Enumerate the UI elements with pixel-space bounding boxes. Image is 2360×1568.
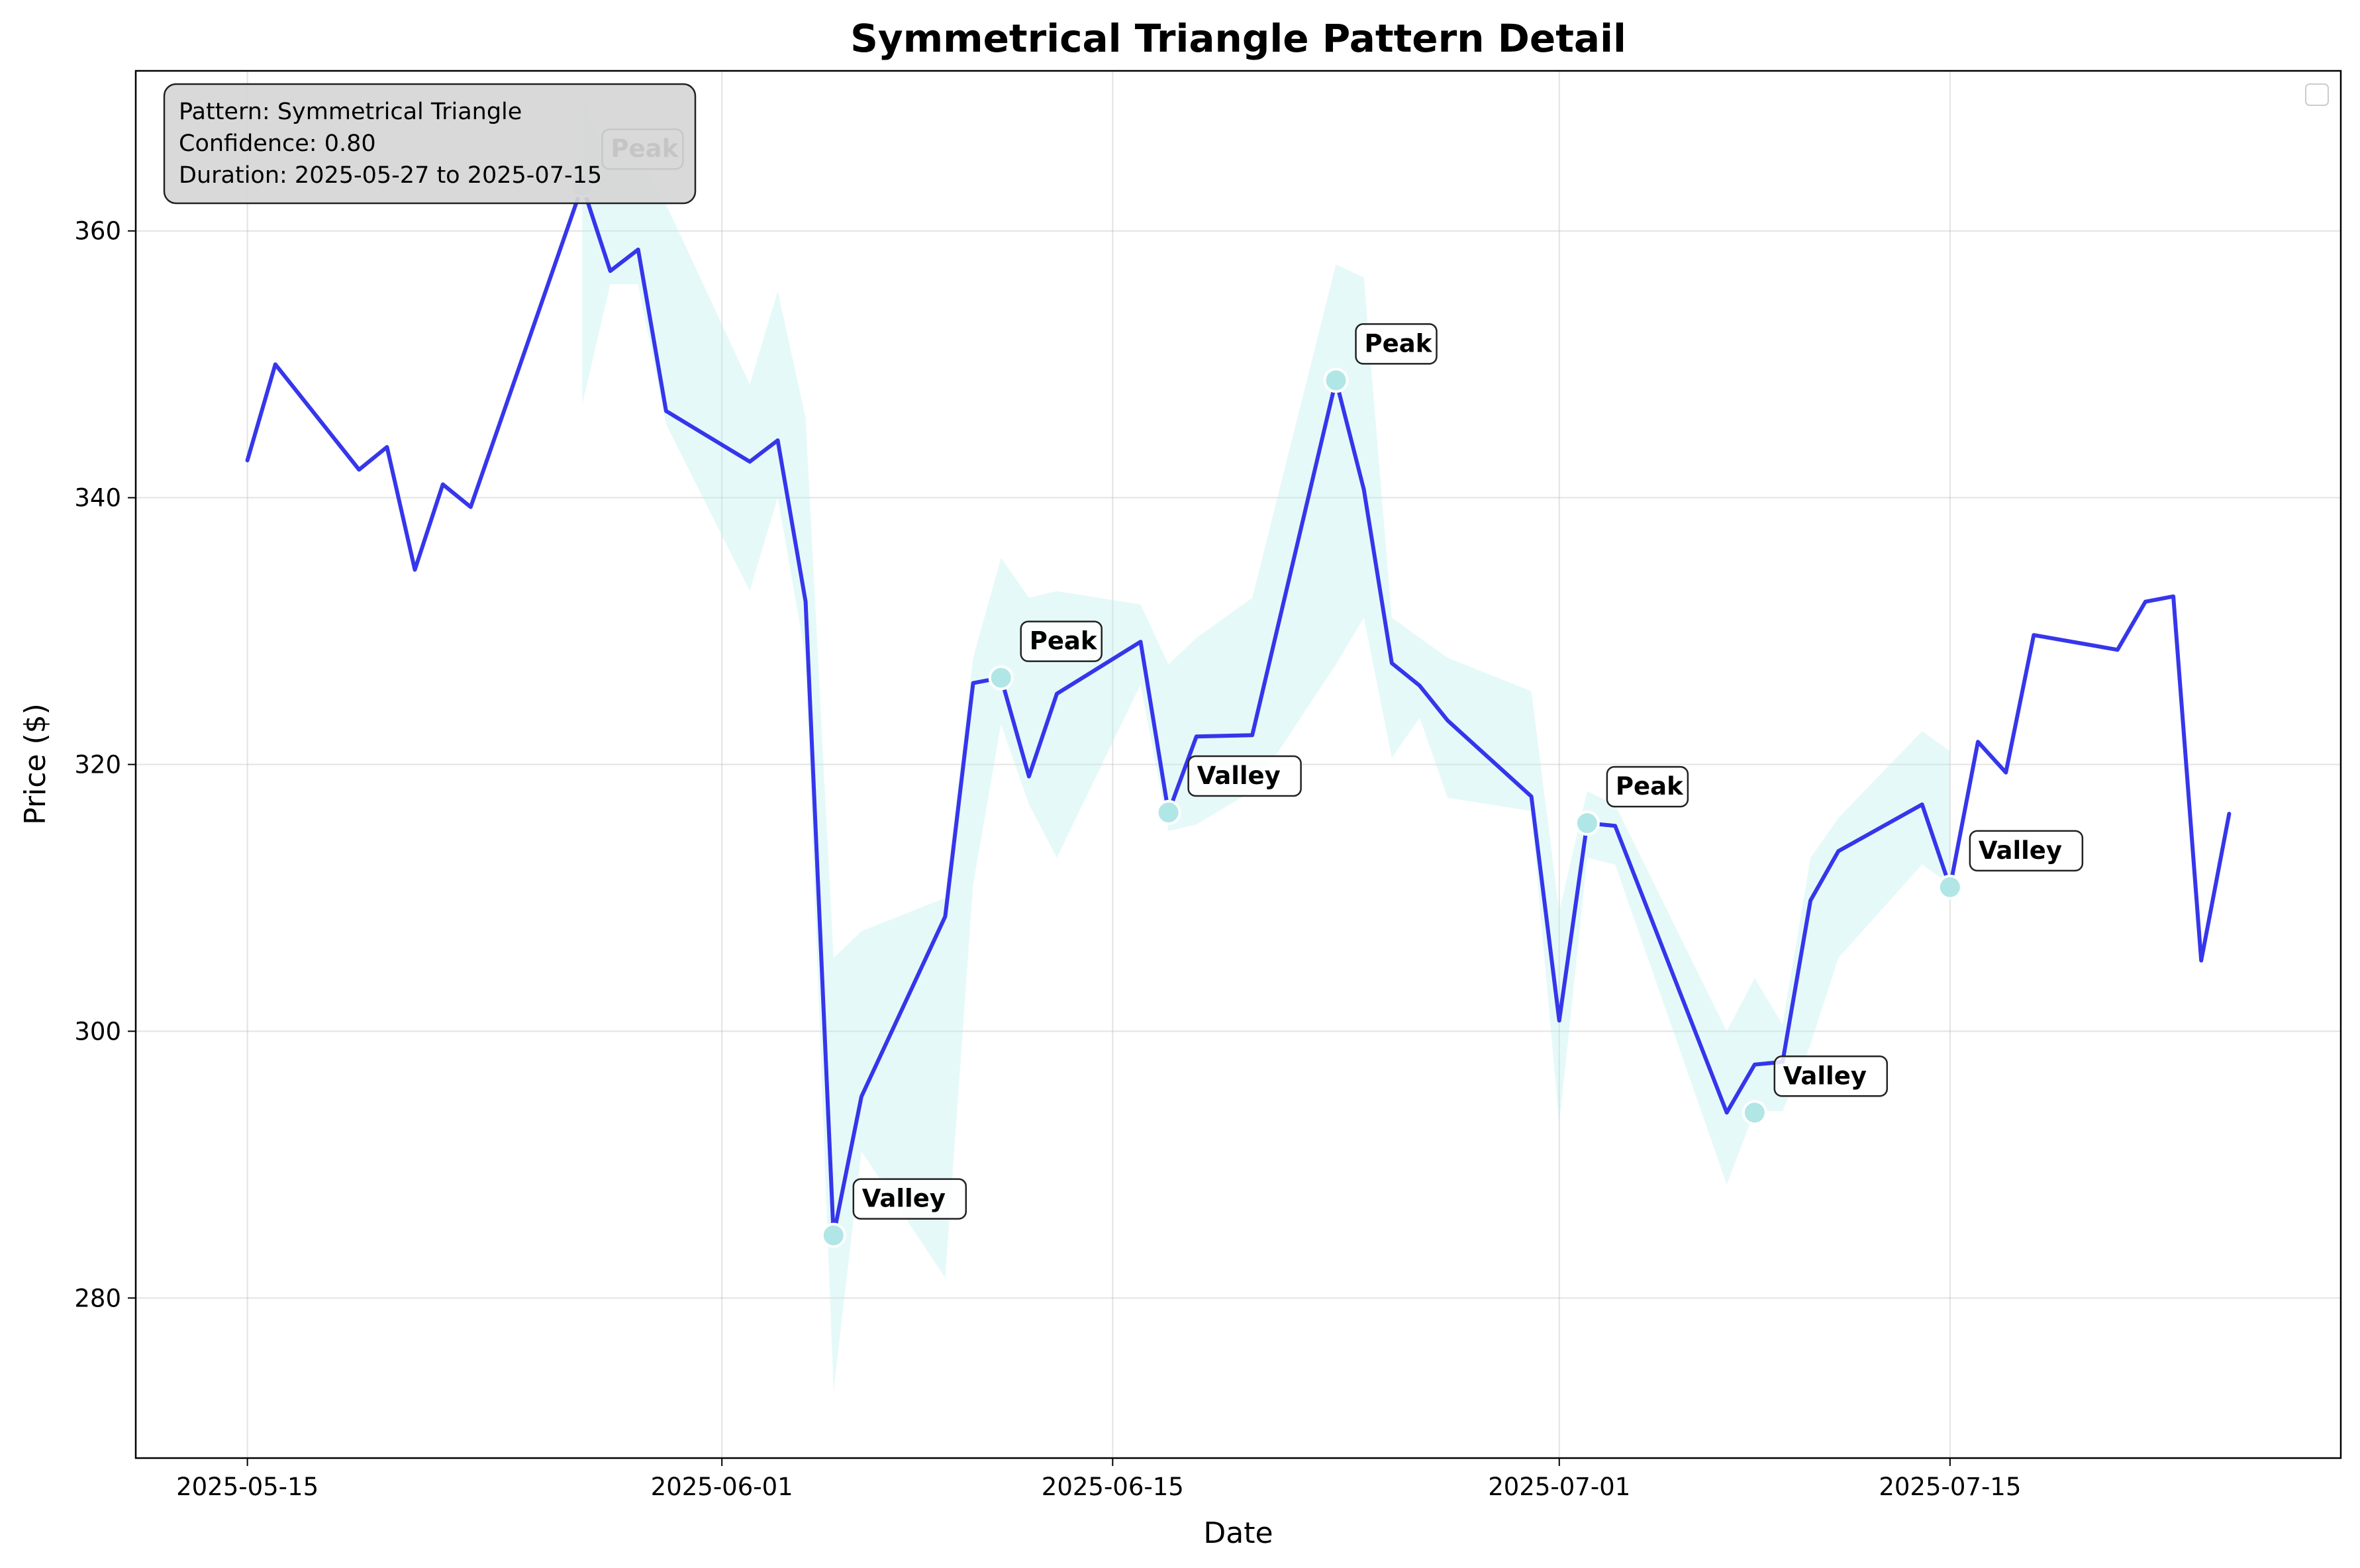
y-tick-label: 360: [74, 217, 121, 246]
point-label-text: Peak: [1365, 329, 1433, 358]
pattern-point-marker: [1323, 368, 1349, 393]
info-duration: Duration: 2025-05-27 to 2025-07-15: [179, 162, 602, 189]
point-label-box: [1969, 830, 2084, 872]
y-tick-label: 320: [74, 751, 121, 779]
point-label-box: [1606, 765, 1689, 808]
pattern-point-marker: [1742, 1100, 1767, 1126]
x-tick-label: 2025-07-01: [1488, 1473, 1630, 1501]
pattern-band: [582, 97, 1950, 1392]
pattern-point-marker: [988, 665, 1014, 691]
point-label-box: [1187, 755, 1302, 797]
grid: [136, 71, 2341, 1458]
point-label-text: Valley: [862, 1185, 946, 1213]
chart-title: Symmetrical Triangle Pattern Detail: [850, 16, 1626, 61]
y-tick-label: 300: [74, 1017, 121, 1046]
point-label: Peak: [1020, 620, 1103, 662]
point-label: Peak: [1606, 765, 1689, 808]
axes: 2025-05-15 2025-06-01 2025-06-15 2025-07-01…: [74, 70, 2342, 1501]
point-label: Valley: [1969, 830, 2084, 872]
y-tick-label: 340: [74, 484, 121, 513]
y-tick-label: 280: [74, 1284, 121, 1312]
x-tick-label: 2025-05-15: [176, 1473, 319, 1501]
legend-box: [2305, 83, 2329, 106]
x-tick-label: 2025-06-01: [651, 1473, 793, 1501]
info-box: Pattern: Symmetrical Triangle Confidence…: [163, 83, 697, 205]
point-label: Peak: [1355, 323, 1438, 365]
point-label-text: Valley: [1979, 836, 2062, 865]
point-label: Valley: [1773, 1055, 1889, 1097]
info-box-frame: [163, 83, 697, 205]
y-axis-label: Price ($): [19, 703, 52, 825]
point-label: Valley: [852, 1178, 967, 1220]
x-tick-label: 2025-07-15: [1879, 1473, 2021, 1501]
point-label-box: [1773, 1055, 1889, 1097]
pattern-point-marker: [820, 1222, 846, 1248]
info-confidence: Confidence: 0.80: [179, 130, 376, 157]
point-label-box: [852, 1178, 967, 1220]
pattern-point-marker: [1937, 874, 1963, 900]
info-pattern: Pattern: Symmetrical Triangle: [179, 99, 522, 125]
x-axis-label: Date: [1203, 1516, 1273, 1550]
band-area: [582, 97, 1950, 1392]
pattern-point-marker: [1155, 800, 1181, 826]
point-label-text: Valley: [1197, 761, 1281, 790]
pattern-point-marker: [1574, 810, 1600, 836]
point-label: Valley: [1187, 755, 1302, 797]
point-label-box: [1020, 620, 1103, 662]
point-label-text: Valley: [1783, 1061, 1867, 1090]
point-label-text: Peak: [1616, 772, 1684, 801]
x-tick-label: 2025-06-15: [1042, 1473, 1184, 1501]
point-label-box: [1355, 323, 1438, 365]
point-label-text: Peak: [1030, 627, 1098, 656]
